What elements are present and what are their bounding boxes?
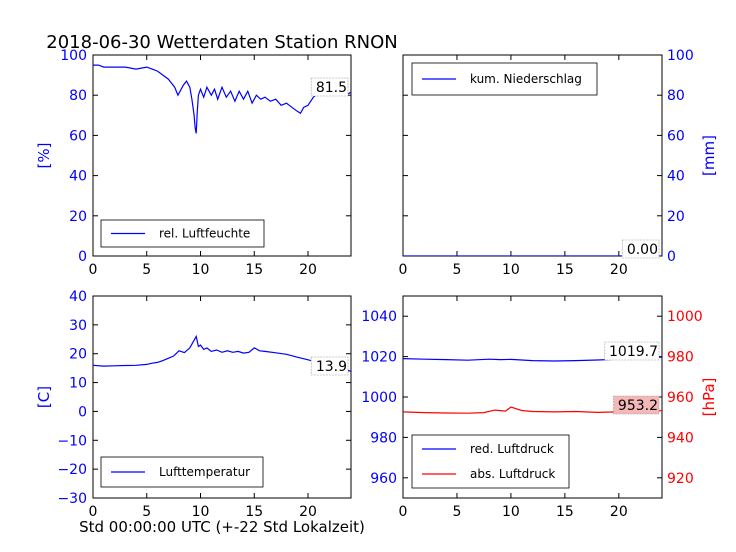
y-tick-label: 20: [69, 209, 87, 225]
value-box: [310, 77, 349, 97]
y-tick-label: 0: [78, 249, 87, 265]
y-tick-label: 1000: [361, 390, 397, 406]
y-tick-label: 0: [667, 249, 676, 265]
value-box: [621, 239, 660, 259]
y-axis-label: [hPa]: [700, 378, 718, 417]
x-tick-label: 0: [399, 504, 408, 520]
y-tick-label: −30: [57, 491, 87, 507]
x-tick-label: 5: [142, 504, 151, 520]
plot-frame: [92, 295, 352, 499]
y-tick-label: 1040: [361, 309, 397, 325]
x-tick-label: 20: [299, 504, 317, 520]
y-tick-label: 10: [69, 376, 87, 392]
x-tick-label: 0: [89, 504, 98, 520]
current-value-label: 13.9: [316, 359, 347, 375]
current-value-label: 1019.7: [609, 344, 658, 360]
y-tick-label: 960: [370, 471, 397, 487]
value-box: [613, 395, 660, 415]
y-tick-label: 1020: [361, 350, 397, 366]
y-tick-label: 40: [69, 289, 87, 305]
value-box: [310, 356, 349, 376]
figure-title: 2018-06-30 Wetterdaten Station RNON: [46, 32, 397, 53]
x-tick-label: 10: [192, 262, 210, 278]
x-tick-label: 15: [556, 262, 574, 278]
legend-label: abs. Luftdruck: [470, 467, 555, 481]
y-tick-label: 40: [667, 169, 685, 185]
y-tick-label: 80: [667, 88, 685, 104]
legend-box: [411, 434, 570, 489]
panel-precipitation: 0 5 10 15 20 0 20 40 60 80 100 [mm] kum. Niederschla…: [399, 48, 718, 278]
x-tick-label: 15: [556, 504, 574, 520]
legend-label: rel. Luftfeuchte: [159, 227, 250, 241]
y-tick-label: 100: [667, 48, 694, 64]
y2-tick-label: 940: [667, 430, 694, 446]
value-box: [604, 341, 660, 361]
panel-pressure: 0 5 10 15 20 960 980 1000 1020 1040 920 940 960 980 10…: [361, 295, 718, 520]
series-line-abs-luftdruck: [403, 406, 662, 414]
y-tick-label: 60: [69, 128, 87, 144]
plot-frame: [92, 54, 352, 257]
y-axis-label: [%]: [35, 143, 53, 169]
x-tick-label: 5: [452, 262, 461, 278]
x-tick-label: 5: [452, 504, 461, 520]
x-tick-label: 15: [245, 262, 263, 278]
current-value-label: 0.00: [627, 242, 658, 258]
footer-xlabel: Std 00:00:00 UTC (+-22 Std Lokalzeit): [79, 518, 365, 536]
x-tick-label: 10: [502, 504, 520, 520]
legend-label: red. Luftdruck: [470, 442, 554, 456]
y-tick-label: 80: [69, 88, 87, 104]
y2-tick-label: 980: [667, 350, 694, 366]
y-tick-label: 60: [667, 128, 685, 144]
y2-tick-label: 1000: [667, 309, 703, 325]
panel-humidity: 0 5 10 15 20 0 20 40 60 80 100 [%] rel. Luftfeuchte 8…: [35, 48, 352, 278]
y-tick-label: 980: [370, 430, 397, 446]
y-axis-label: [mm]: [700, 135, 718, 176]
x-tick-label: 0: [89, 262, 98, 278]
series-line-rel-luftfeuchte: [93, 64, 351, 134]
x-tick-label: 10: [192, 504, 210, 520]
y2-tick-label: 960: [667, 390, 694, 406]
current-value-label: 953.2: [618, 398, 658, 414]
y-tick-label: 20: [667, 209, 685, 225]
x-tick-label: 10: [502, 262, 520, 278]
series-line-lufttemperatur: [93, 334, 351, 372]
x-tick-label: 0: [399, 262, 408, 278]
y-tick-label: 0: [78, 404, 87, 420]
y-tick-label: 40: [69, 169, 87, 185]
y-tick-label: −10: [57, 433, 87, 449]
y-tick-label: 20: [69, 347, 87, 363]
y-tick-label: 100: [60, 48, 87, 64]
panel-temperature: 0 5 10 15 20 −30 −20 −10 0 10 20 30 40 [C] Lufttempera…: [35, 289, 352, 520]
x-tick-label: 20: [299, 262, 317, 278]
y-axis-label: [C]: [35, 386, 53, 408]
y2-tick-label: 920: [667, 471, 694, 487]
x-tick-label: 20: [610, 504, 628, 520]
x-tick-label: 15: [245, 504, 263, 520]
legend-label: Lufttemperatur: [159, 465, 250, 479]
x-tick-label: 5: [142, 262, 151, 278]
x-tick-label: 20: [610, 262, 628, 278]
y-tick-label: −20: [57, 462, 87, 478]
y-tick-label: 30: [69, 318, 87, 334]
current-value-label: 81.5: [316, 80, 347, 96]
legend-label: kum. Niederschlag: [470, 72, 582, 86]
